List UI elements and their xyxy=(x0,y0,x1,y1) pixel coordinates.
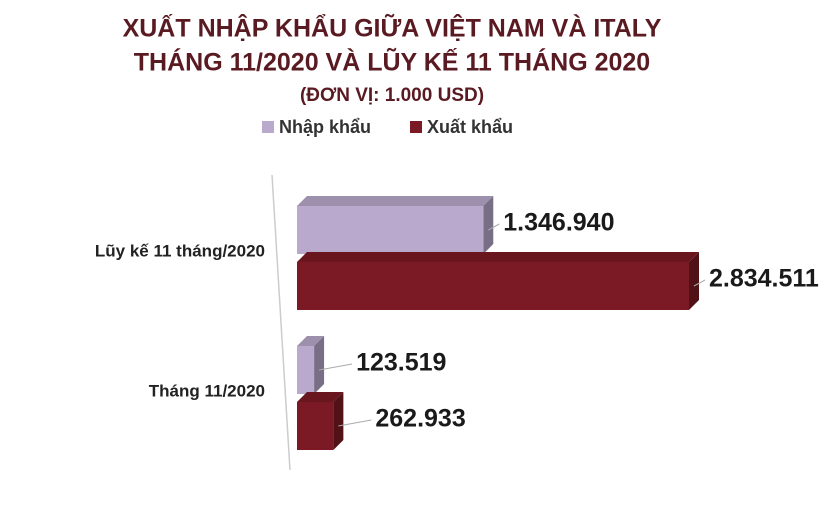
bar-top xyxy=(297,336,325,346)
leader-line xyxy=(693,279,706,287)
chart-subtitle: (ĐƠN VỊ: 1.000 USD) xyxy=(300,85,484,106)
chart-title: THÁNG 11/2020 VÀ LŨY KẾ 11 THÁNG 2020 xyxy=(134,47,650,77)
value-label: 123.519 xyxy=(356,349,446,377)
value-label: 2.834.511 xyxy=(709,265,819,293)
value-label: 1.346.940 xyxy=(503,209,614,237)
legend-swatch xyxy=(410,121,422,133)
bar-side xyxy=(333,392,344,450)
bar-front xyxy=(297,262,689,310)
bar-top xyxy=(297,392,344,402)
bar-front xyxy=(297,206,484,254)
legend-label: Nhập khẩu xyxy=(279,117,371,137)
legend-label: Xuất khẩu xyxy=(427,117,513,137)
bar-top xyxy=(297,196,494,206)
leader-line xyxy=(318,363,353,371)
leader-line xyxy=(338,419,372,427)
bar xyxy=(297,336,325,394)
value-label: 262.933 xyxy=(375,405,465,433)
bar xyxy=(297,252,699,310)
bar xyxy=(297,392,344,450)
leader-line xyxy=(488,223,500,231)
bar-front xyxy=(297,346,315,394)
bar-front xyxy=(297,402,334,450)
bar-side xyxy=(314,336,325,394)
bar-side xyxy=(483,196,494,254)
legend-swatch xyxy=(262,121,274,133)
chart-title: XUẤT NHẬP KHẨU GIỮA VIỆT NAM VÀ ITALY xyxy=(123,13,662,43)
bar-top xyxy=(297,252,699,262)
axis-line xyxy=(271,174,291,471)
category-label: Tháng 11/2020 xyxy=(149,381,265,400)
bar-side xyxy=(689,252,699,310)
category-label: Lũy kế 11 tháng/2020 xyxy=(95,241,265,260)
bar xyxy=(297,196,494,254)
